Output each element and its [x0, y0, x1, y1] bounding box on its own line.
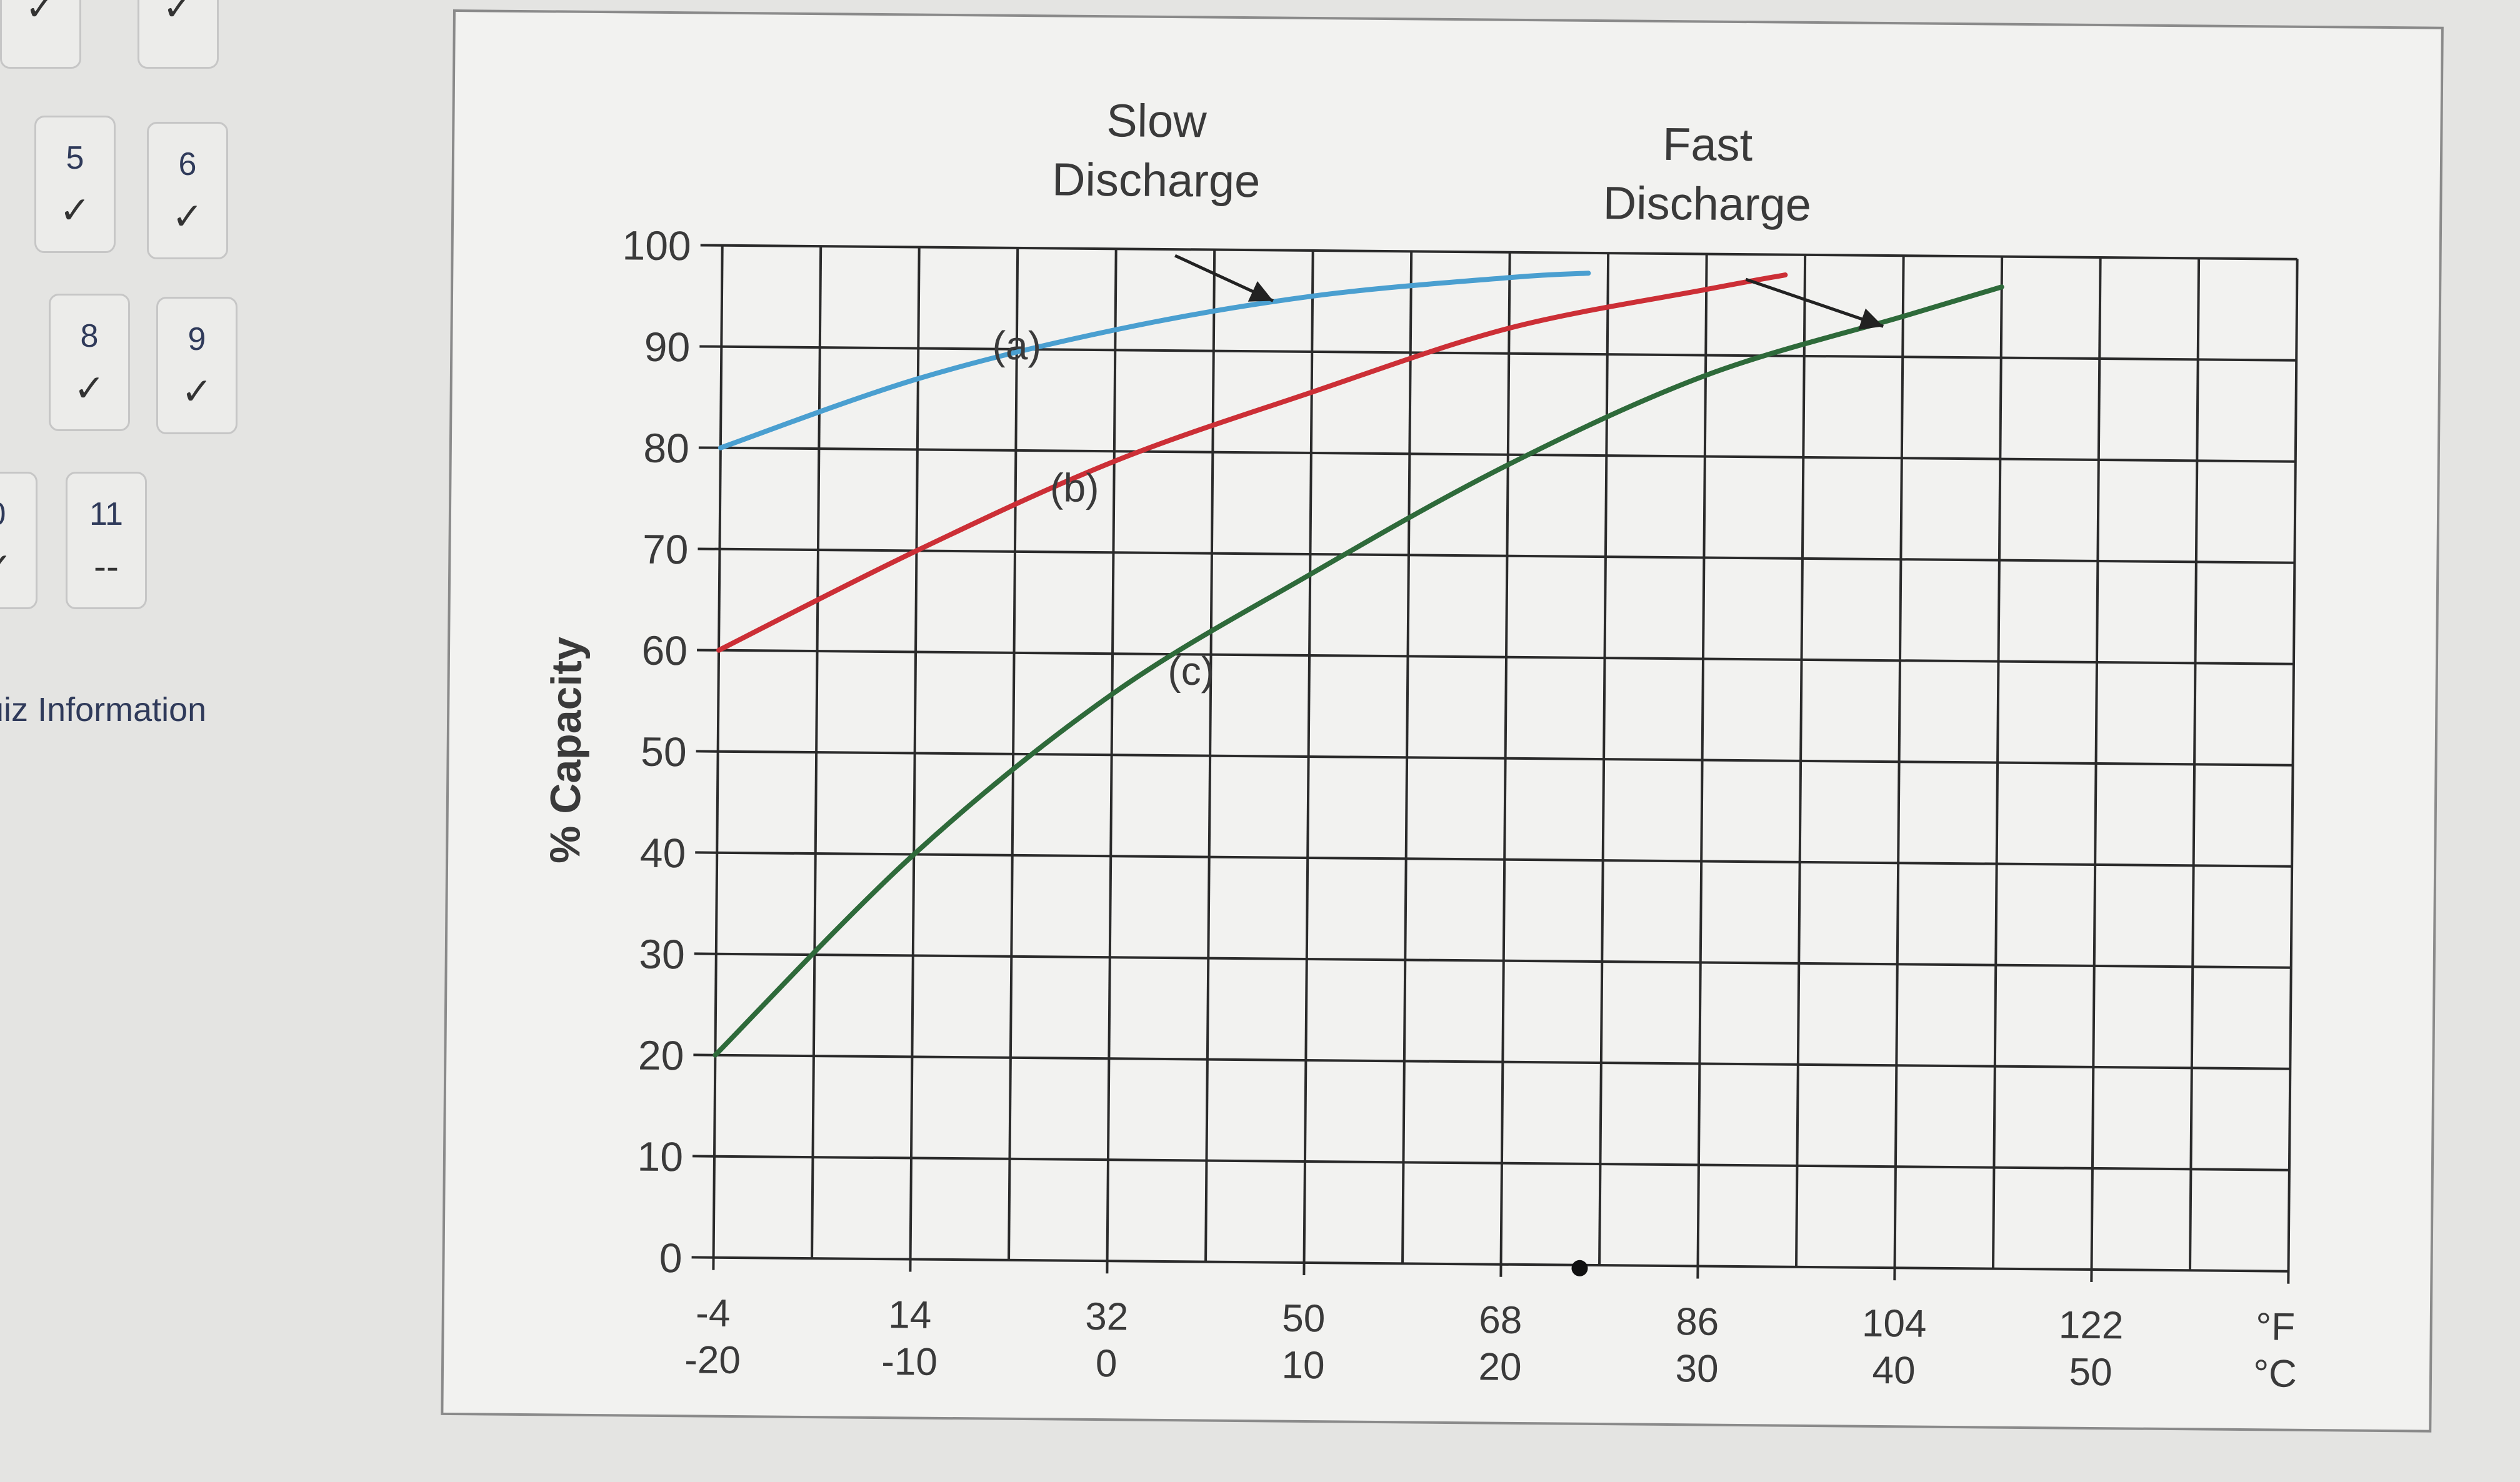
quiz-information-link[interactable]: uiz Information: [0, 691, 207, 729]
question-tile[interactable]: 5 ✓: [34, 116, 116, 253]
y-tick-label: 100: [622, 222, 691, 269]
annotation-arrow: [1745, 277, 1884, 328]
gridline-x: [1204, 249, 1216, 1262]
y-tick-label: 80: [643, 425, 689, 472]
x-tick-label-celsius: -20: [684, 1338, 741, 1382]
gridline-y: [698, 547, 2295, 564]
annotation-text-line2: Discharge: [1052, 153, 1261, 207]
question-tile[interactable]: 6 ✓: [147, 122, 228, 259]
gridline-x: [1008, 247, 1019, 1260]
answered-check-icon: ✓: [59, 189, 91, 231]
x-tick-label-celsius: 20: [1478, 1345, 1522, 1389]
gridline-y: [697, 649, 2294, 665]
gridline-y: [696, 750, 2293, 767]
y-tick-label: 0: [659, 1235, 682, 1281]
series-label-b: (b): [1050, 465, 1099, 510]
question-tile[interactable]: ✓: [138, 0, 219, 69]
question-tile[interactable]: 9 ✓: [156, 297, 238, 434]
x-tick-label-celsius: 40: [1872, 1349, 1916, 1393]
series-label-a: (a): [992, 323, 1041, 369]
annotation-text-line2: Discharge: [1602, 177, 1811, 231]
answered-check-icon: ✓: [162, 0, 194, 28]
question-number: 9: [188, 321, 206, 357]
gridline-x: [1992, 256, 2004, 1269]
x-tick-label-celsius: 50: [2069, 1351, 2112, 1395]
x-unit-celsius: °C: [2253, 1352, 2297, 1396]
capacity-temperature-chart: 0102030405060708090100-4-2014-1032050106…: [541, 94, 2299, 1396]
y-tick-label: 40: [639, 830, 686, 877]
x-tick-label-fahrenheit: 14: [888, 1293, 932, 1337]
answered-check-icon: ✓: [73, 367, 106, 409]
annotation-arrowhead: [1858, 308, 1884, 330]
gridline-x: [1106, 249, 1118, 1274]
chart-frame: 0 10 20 30 40 50 60 70 80 90 100 -4 -20 14 -10 32 0 50 10 6…: [441, 9, 2444, 1433]
gridline-x: [712, 245, 724, 1270]
annotation-arrowhead: [1248, 281, 1273, 302]
x-tick-label-fahrenheit: 86: [1676, 1300, 1719, 1344]
y-tick-label: 30: [639, 931, 685, 978]
gridline-y: [694, 952, 2291, 969]
question-sidebar: ✓ ✓ 5 ✓ 6 ✓ 8 ✓ 9 ✓ 0 ✓ 11 -- uiz Inform…: [0, 0, 350, 1482]
x-tick-label-fahrenheit: 104: [1862, 1302, 1927, 1346]
gridline-x: [1795, 254, 1807, 1267]
y-tick-label: 90: [644, 324, 691, 370]
answered-check-icon: ✓: [0, 548, 12, 585]
x-tick-label-celsius: 10: [1281, 1344, 1325, 1388]
x-tick-label-fahrenheit: 122: [2059, 1304, 2124, 1348]
x-tick-label-fahrenheit: -4: [696, 1291, 731, 1335]
gridline-x: [1893, 256, 1905, 1281]
annotation-text-line1: Fast: [1662, 118, 1753, 171]
gridline-x: [2188, 258, 2201, 1271]
series-label-c: (c): [1168, 649, 1214, 694]
x-unit-fahrenheit: °F: [2256, 1305, 2295, 1349]
x-tick-label-fahrenheit: 32: [1085, 1295, 1129, 1339]
gridline-x: [1696, 254, 1708, 1279]
x-tick-label-celsius: -10: [881, 1340, 938, 1384]
question-tile[interactable]: ✓: [0, 0, 81, 69]
answered-check-icon: ✓: [181, 370, 213, 412]
gridline-y: [692, 1155, 2289, 1171]
x-tick-label-fahrenheit: 68: [1479, 1298, 1522, 1342]
x-tick-label-fahrenheit: 50: [1282, 1297, 1326, 1341]
x-tick-label-celsius: 30: [1675, 1347, 1719, 1391]
y-tick-label: 70: [642, 526, 689, 573]
answered-check-icon: ✓: [24, 0, 57, 28]
annotation-text-line1: Slow: [1106, 94, 1208, 147]
question-number: 5: [66, 140, 84, 176]
gridline-x: [2287, 259, 2299, 1284]
answered-check-icon: ✓: [171, 196, 204, 237]
axis-marker-dot: [1571, 1260, 1588, 1276]
gridline-x: [1598, 253, 1610, 1266]
gridline-y: [693, 1053, 2291, 1070]
series-line-b: [716, 272, 1788, 653]
y-tick-label: 10: [637, 1133, 683, 1180]
question-number: 6: [178, 146, 197, 182]
question-tile[interactable]: 0 ✓: [0, 472, 38, 609]
question-number: 0: [0, 495, 6, 533]
gridline-x: [2090, 257, 2102, 1282]
gridline-x: [1499, 252, 1511, 1277]
y-tick-label: 20: [638, 1032, 684, 1079]
gridline-y: [699, 345, 2297, 362]
gridline-x: [1302, 251, 1314, 1275]
y-axis-label: % Capacity: [541, 637, 591, 864]
question-tile[interactable]: 11 --: [66, 472, 147, 609]
unanswered-dash-icon: --: [94, 545, 119, 587]
gridline-x: [909, 247, 921, 1272]
gridline-y: [698, 446, 2296, 463]
question-number: 8: [80, 318, 99, 354]
series-line-c: [712, 284, 2004, 1058]
series-line-a: [718, 271, 1591, 450]
gridline-y: [691, 1256, 2289, 1273]
gridline-x: [1401, 251, 1413, 1264]
gridline-x: [811, 246, 822, 1259]
y-tick-label: 60: [641, 627, 688, 674]
question-number: 11: [89, 496, 123, 532]
x-tick-label-celsius: 0: [1096, 1342, 1118, 1385]
question-tile[interactable]: 8 ✓: [49, 294, 130, 431]
y-tick-label: 50: [641, 729, 687, 775]
gridline-y: [695, 851, 2292, 868]
gridline-y: [700, 244, 2298, 261]
